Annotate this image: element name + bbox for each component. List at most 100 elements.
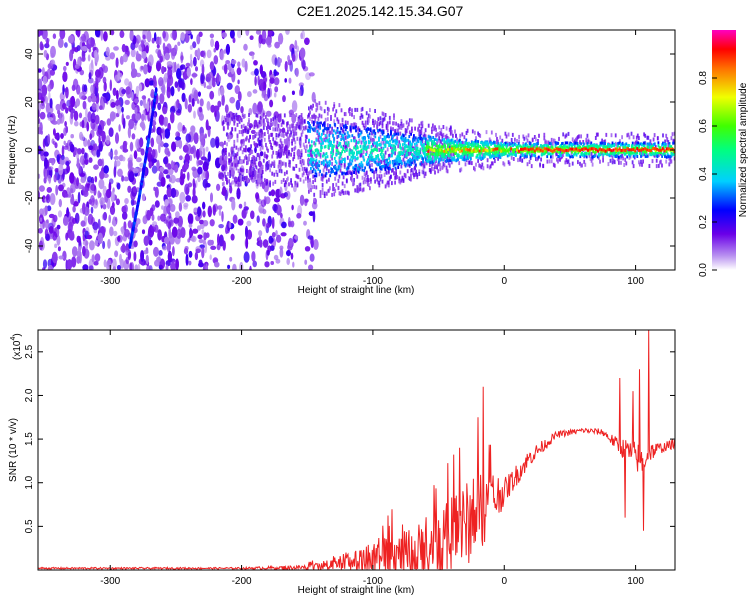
heatmap-cell bbox=[429, 135, 432, 139]
heatmap-cell bbox=[88, 199, 93, 205]
heatmap-cell bbox=[565, 133, 568, 138]
heatmap-cell bbox=[241, 58, 246, 68]
heatmap-cell bbox=[355, 139, 358, 144]
heatmap-cell bbox=[383, 159, 386, 164]
heatmap-cell bbox=[396, 136, 399, 141]
heatmap-cell bbox=[561, 153, 564, 158]
heatmap-cell bbox=[294, 145, 297, 150]
heatmap-cell bbox=[550, 137, 553, 142]
heatmap-cell bbox=[389, 167, 391, 171]
heatmap-cell bbox=[141, 95, 147, 100]
heatmap-cell bbox=[121, 113, 125, 125]
heatmap-cell bbox=[273, 69, 277, 77]
heatmap-cell bbox=[254, 163, 257, 168]
heatmap-cell bbox=[313, 141, 316, 146]
heatmap-cell bbox=[313, 163, 316, 167]
heatmap-cell bbox=[463, 151, 466, 155]
heatmap-cell bbox=[428, 145, 431, 149]
heatmap-cell bbox=[242, 142, 245, 147]
heatmap-cell bbox=[417, 136, 420, 140]
heatmap-cell bbox=[318, 113, 321, 118]
heatmap-cell bbox=[338, 161, 341, 166]
heatmap-cell bbox=[116, 104, 122, 115]
heatmap-cell bbox=[152, 125, 156, 133]
heatmap-cell bbox=[295, 126, 298, 131]
heatmap-cell bbox=[501, 138, 504, 143]
heatmap-cell bbox=[394, 151, 396, 156]
heatmap-cell bbox=[390, 154, 393, 158]
heatmap-cell bbox=[77, 244, 82, 254]
heatmap-cell bbox=[218, 170, 222, 179]
heatmap-cell bbox=[289, 113, 291, 118]
heatmap-cell bbox=[202, 220, 209, 227]
heatmap-cell bbox=[277, 152, 280, 157]
heatmap-cell bbox=[71, 256, 77, 268]
heatmap-cell bbox=[358, 165, 361, 170]
heatmap-cell bbox=[278, 58, 282, 63]
heatmap-cell bbox=[422, 166, 425, 171]
heatmap-cell bbox=[56, 235, 61, 246]
heatmap-cell bbox=[321, 183, 324, 187]
heatmap-cell bbox=[399, 170, 402, 175]
heatmap-cell bbox=[373, 141, 376, 145]
heatmap-cell bbox=[644, 133, 647, 138]
heatmap-cell bbox=[214, 261, 220, 268]
heatmap-cell bbox=[313, 192, 316, 197]
heatmap-cell bbox=[146, 101, 150, 112]
heatmap-cell bbox=[351, 123, 353, 128]
heatmap-cell bbox=[261, 165, 264, 169]
heatmap-cell bbox=[366, 120, 369, 125]
heatmap-cell bbox=[276, 152, 279, 157]
heatmap-cell bbox=[256, 113, 259, 118]
heatmap-cell bbox=[274, 127, 277, 132]
heatmap-cell bbox=[337, 144, 340, 147]
heatmap-cell bbox=[311, 106, 313, 111]
heatmap-cell bbox=[46, 205, 52, 212]
heatmap-cell bbox=[598, 155, 600, 160]
heatmap-cell bbox=[403, 172, 406, 177]
heatmap-cell bbox=[103, 81, 107, 92]
heatmap-cell bbox=[258, 78, 264, 90]
heatmap-cell bbox=[146, 210, 151, 221]
heatmap-cell bbox=[400, 146, 402, 150]
heatmap-cell bbox=[68, 191, 72, 198]
heatmap-cell bbox=[238, 171, 241, 176]
heatmap-cell bbox=[282, 178, 285, 183]
heatmap-cell bbox=[308, 149, 310, 153]
heatmap-cell bbox=[270, 122, 272, 127]
heatmap-cell bbox=[312, 103, 314, 108]
heatmap-cell bbox=[167, 250, 172, 263]
heatmap-cell bbox=[258, 34, 263, 44]
heatmap-cell bbox=[480, 150, 482, 154]
heatmap-cell bbox=[653, 133, 656, 138]
heatmap-cell bbox=[170, 204, 176, 212]
heatmap-cell bbox=[190, 59, 193, 68]
heatmap-cell bbox=[97, 232, 104, 244]
heatmap-cell bbox=[403, 141, 406, 144]
heatmap-cell bbox=[313, 153, 316, 157]
heatmap-cell bbox=[353, 151, 355, 155]
heatmap-cell bbox=[342, 158, 344, 161]
heatmap-cell bbox=[582, 140, 585, 144]
heatmap-cell bbox=[268, 160, 270, 164]
heatmap-cell bbox=[462, 143, 465, 147]
heatmap-cell bbox=[128, 159, 133, 169]
heatmap-cell bbox=[423, 143, 425, 147]
heatmap-cell bbox=[185, 133, 192, 143]
heatmap-cell bbox=[115, 99, 121, 107]
heatmap-cell bbox=[369, 151, 372, 155]
heatmap-cell bbox=[138, 167, 142, 173]
heatmap-cell bbox=[383, 116, 386, 121]
heatmap-cell bbox=[402, 134, 405, 138]
heatmap-cell bbox=[535, 157, 537, 161]
heatmap-cell bbox=[77, 148, 82, 155]
heatmap-cell bbox=[665, 159, 668, 164]
heatmap-cell bbox=[354, 139, 356, 143]
heatmap-cell bbox=[124, 198, 129, 205]
heatmap-cell bbox=[116, 90, 119, 100]
heatmap-cell bbox=[157, 229, 162, 241]
heatmap-cell bbox=[299, 136, 302, 141]
heatmap-cell bbox=[39, 111, 46, 120]
heatmap-cell bbox=[196, 98, 200, 105]
heatmap-cell bbox=[562, 132, 565, 137]
